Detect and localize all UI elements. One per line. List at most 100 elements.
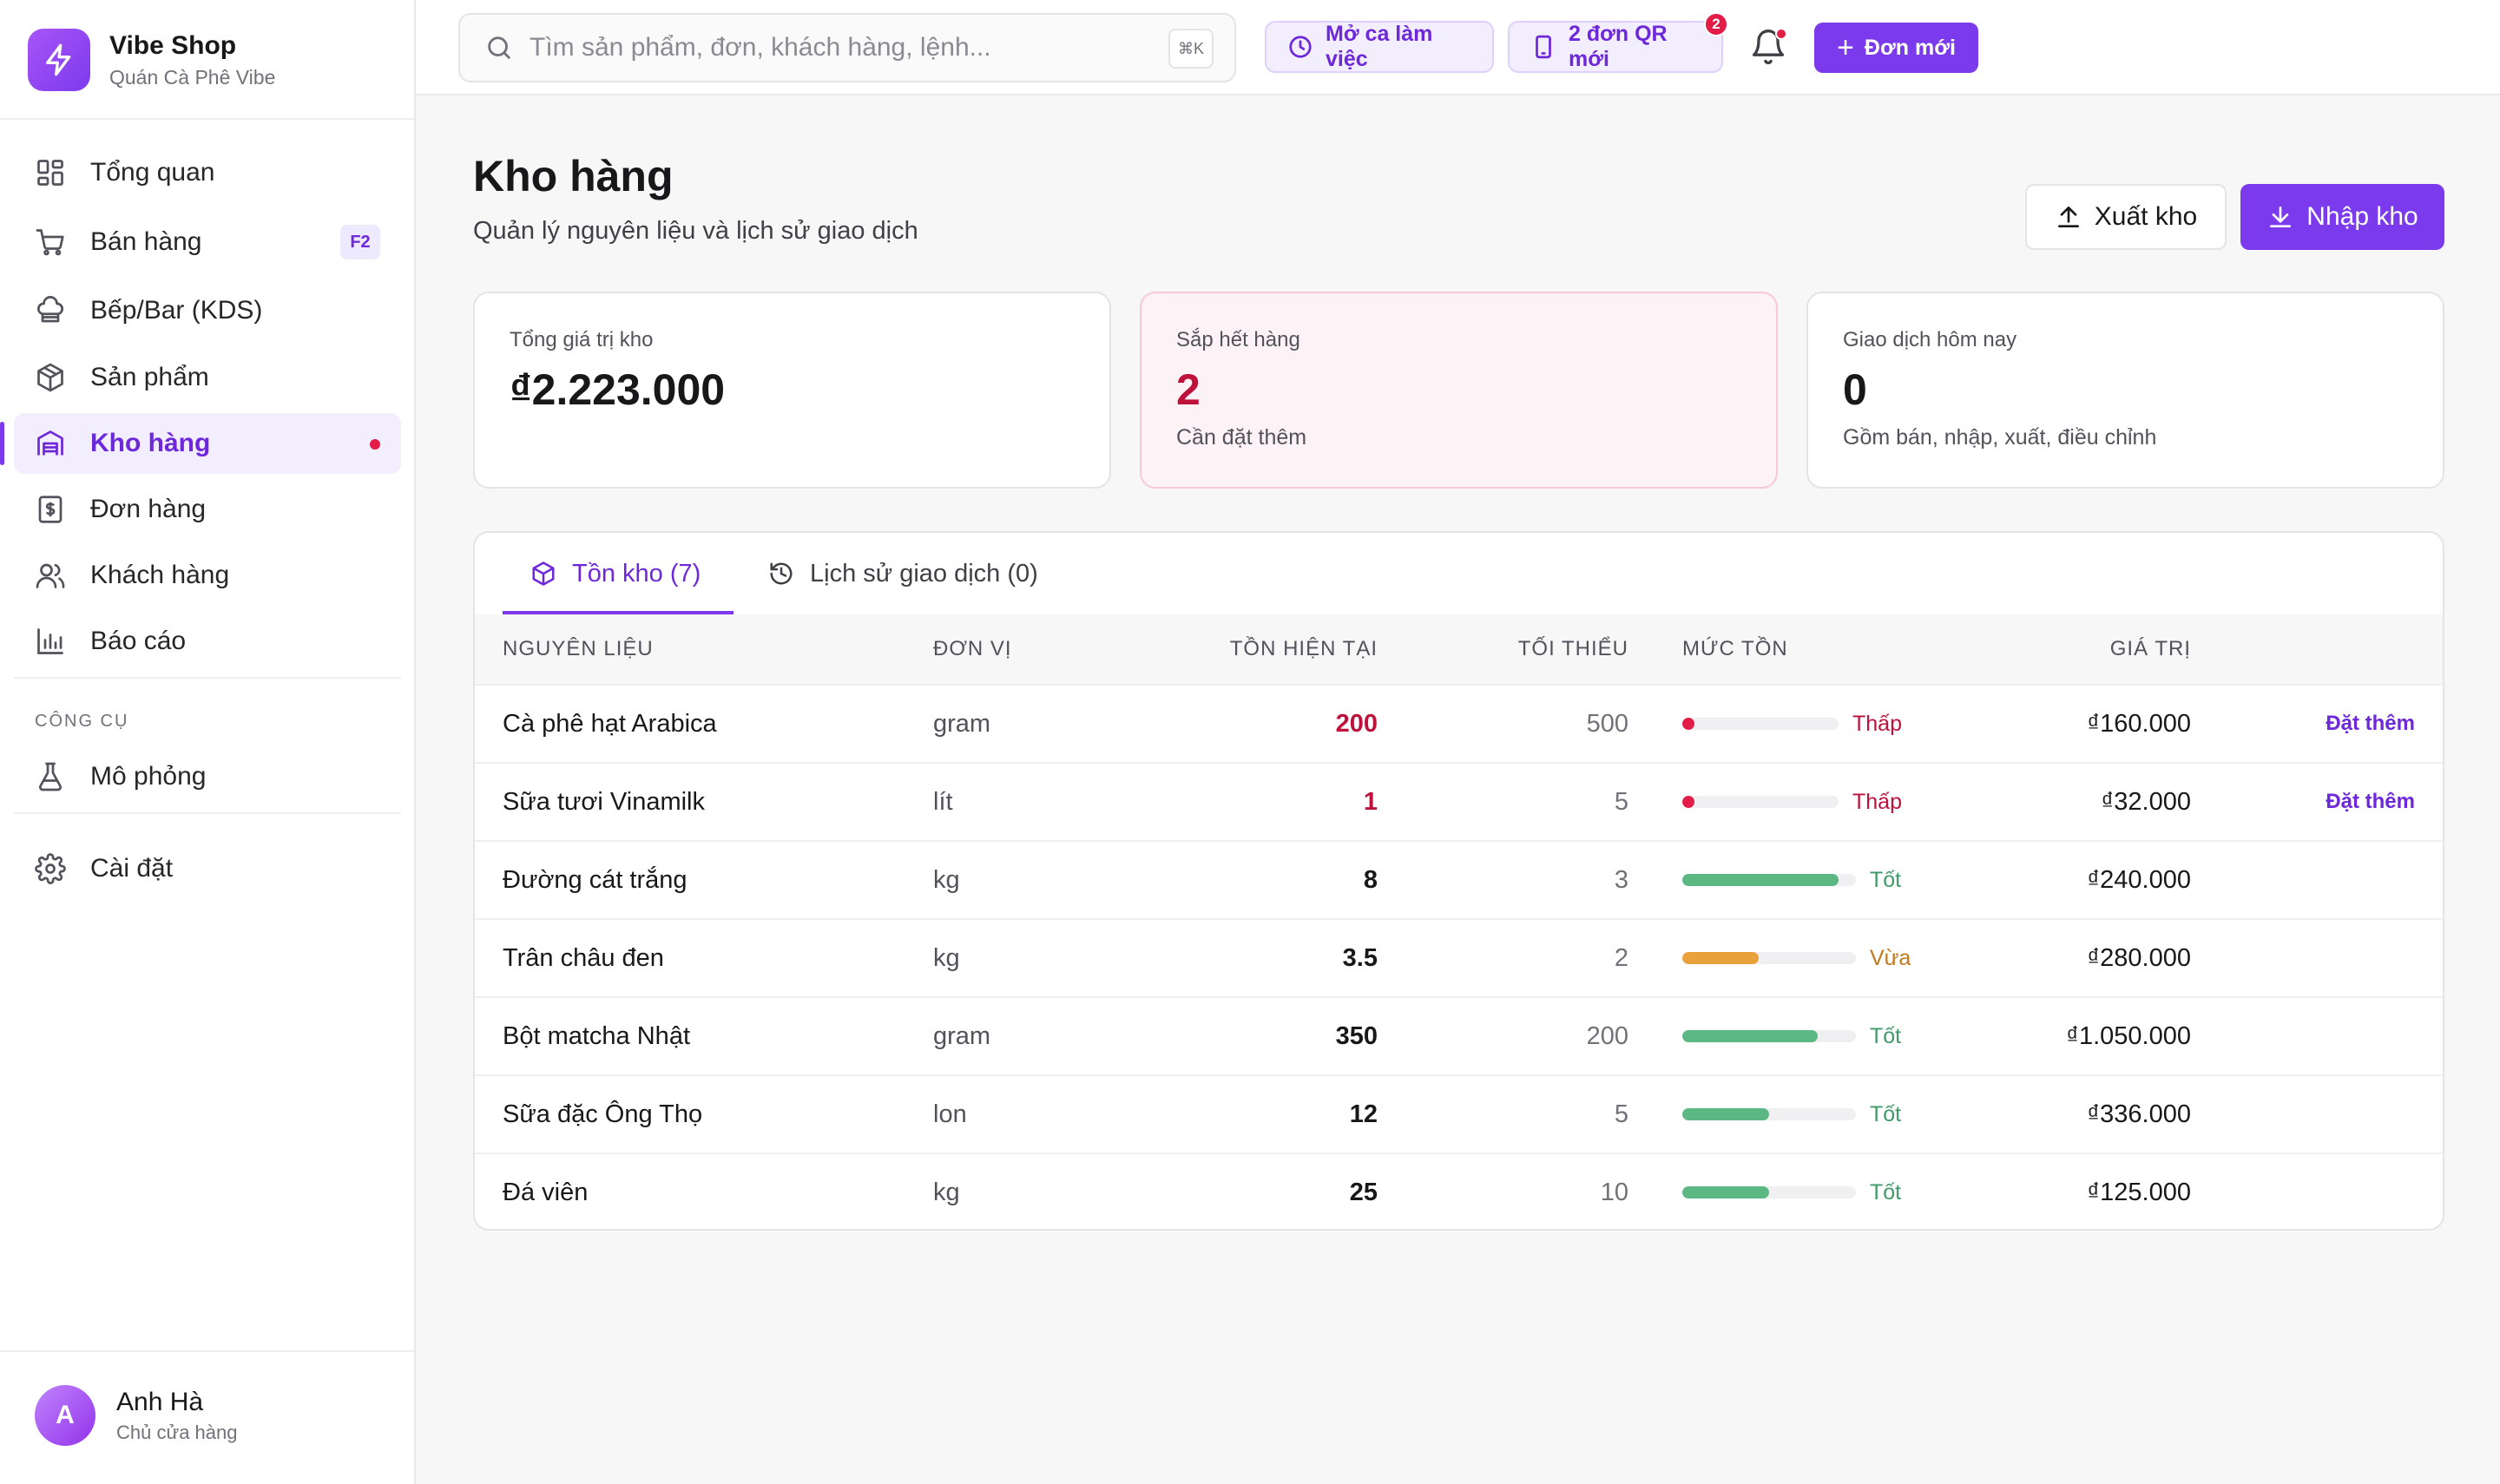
sidebar: Vibe Shop Quán Cà Phê Vibe Tổng quan Bán… (0, 0, 416, 1484)
stock-level-fill (1682, 1030, 1818, 1042)
sidebar-item-inventory[interactable]: Kho hàng (0, 413, 401, 474)
ingredient-name: Đá viên (503, 1179, 589, 1206)
stock-status: Tốt (1870, 1101, 1902, 1126)
sidebar-item-kitchen[interactable]: Bếp/Bar (KDS) (14, 280, 401, 341)
user-name: Anh Hà (116, 1388, 204, 1416)
sidebar-item-reports[interactable]: Báo cáo (14, 611, 401, 672)
stock-value: ₫32.000 (2101, 788, 2191, 816)
open-shift-button[interactable]: Mở ca làm việc (1265, 21, 1494, 73)
ingredient-name: Bột matcha Nhật (503, 1022, 690, 1050)
sidebar-item-settings[interactable]: Cài đặt (14, 838, 401, 899)
unit: kg (933, 944, 960, 972)
unit: lon (933, 1100, 967, 1128)
reorder-link[interactable]: Đặt thêm (2326, 712, 2415, 735)
clock-icon (1287, 34, 1313, 60)
stat-label: Tổng giá trị kho (510, 328, 654, 351)
current-stock: 1 (1363, 788, 1378, 816)
export-stock-button[interactable]: Xuất kho (2025, 184, 2227, 250)
user-profile[interactable]: A Anh Hà Chủ cửa hàng (35, 1385, 238, 1446)
sidebar-item-label: Mô phỏng (90, 762, 207, 791)
page-title: Kho hàng (473, 152, 674, 200)
column-header: TỒN HIỆN TẠI (1229, 637, 1378, 660)
minimum-stock: 200 (1586, 1022, 1628, 1050)
plus-icon: + (1837, 31, 1854, 64)
brand-subtitle: Quán Cà Phê Vibe (109, 66, 276, 89)
import-stock-button[interactable]: Nhập kho (2240, 184, 2444, 250)
stock-level: Vừa (1682, 920, 1911, 996)
search-input[interactable]: Tìm sản phẩm, đơn, khách hàng, lệnh... (530, 33, 991, 62)
table-row[interactable]: Trân châu đen kg 3.5 2 Vừa ₫280.000 (475, 918, 2443, 996)
brand[interactable]: Vibe Shop Quán Cà Phê Vibe (28, 28, 275, 92)
ingredient-name: Sữa đặc Ông Thọ (503, 1100, 703, 1128)
sidebar-item-simulation[interactable]: Mô phỏng (14, 746, 401, 807)
history-icon (768, 561, 794, 587)
notifications-button[interactable] (1749, 28, 1787, 66)
sidebar-item-customers[interactable]: Khách hàng (14, 545, 401, 606)
unit: gram (933, 710, 991, 738)
unit: kg (933, 866, 960, 894)
current-stock: 350 (1335, 1022, 1378, 1050)
smartphone-icon (1530, 34, 1556, 60)
topbar: Tìm sản phẩm, đơn, khách hàng, lệnh... ⌘… (416, 0, 2500, 95)
unit: lít (933, 788, 953, 816)
flask-icon (35, 761, 66, 792)
ingredient-name: Đường cát trắng (503, 866, 688, 894)
sidebar-item-sales[interactable]: Bán hàng F2 (14, 212, 401, 273)
sidebar-item-label: Khách hàng (90, 561, 230, 589)
stock-level: Tốt (1682, 1076, 1901, 1152)
stat-value: ₫2.223.000 (510, 365, 726, 414)
tab-label: Tồn kho (7) (572, 559, 701, 588)
shortcut-badge: F2 (340, 225, 380, 259)
tab-stock[interactable]: Tồn kho (7) (503, 533, 734, 614)
sidebar-item-label: Bán hàng (90, 227, 202, 256)
user-role: Chủ cửa hàng (116, 1422, 238, 1443)
stat-value: 0 (1843, 365, 1867, 414)
table-row[interactable]: Đường cát trắng kg 8 3 Tốt ₫240.000 (475, 840, 2443, 918)
new-order-button[interactable]: + Đơn mới (1814, 23, 1978, 73)
stat-label: Sắp hết hàng (1176, 328, 1300, 351)
table-row[interactable]: Bột matcha Nhật gram 350 200 Tốt ₫1.050.000 (475, 996, 2443, 1074)
column-header: TỐI THIỂU (1517, 637, 1628, 660)
minimum-stock: 5 (1614, 788, 1628, 816)
reorder-link[interactable]: Đặt thêm (2326, 790, 2415, 813)
tab-transaction-history[interactable]: Lịch sử giao dịch (0) (740, 533, 1066, 614)
search-box[interactable]: Tìm sản phẩm, đơn, khách hàng, lệnh... ⌘… (458, 13, 1236, 82)
minimum-stock: 5 (1614, 1100, 1628, 1128)
stock-value: ₫280.000 (2087, 944, 2191, 972)
minimum-stock: 10 (1600, 1179, 1628, 1206)
stock-level: Thấp (1682, 686, 1902, 762)
upload-icon (2055, 203, 2082, 231)
table-row[interactable]: Cà phê hạt Arabica gram 200 500 Thấp ₫160.000… (475, 684, 2443, 762)
sidebar-item-products[interactable]: Sản phẩm (14, 347, 401, 408)
stock-level-bar (1682, 796, 1839, 808)
stat-card-transactions-today: Giao dịch hôm nay 0 Gồm bán, nhập, xuất,… (1806, 292, 2444, 489)
active-indicator (0, 422, 4, 465)
sidebar-item-orders[interactable]: Đơn hàng (14, 479, 401, 540)
stock-level-bar (1682, 718, 1839, 730)
stat-card-total-value: Tổng giá trị kho ₫2.223.000 (473, 292, 1111, 489)
ingredient-name: Trân châu đen (503, 944, 664, 972)
sidebar-item-overview[interactable]: Tổng quan (14, 142, 401, 203)
qr-orders-label: 2 đơn QR mới (1569, 22, 1668, 71)
avatar: A (35, 1385, 95, 1446)
table-row[interactable]: Sữa đặc Ông Thọ lon 12 5 Tốt ₫336.000 (475, 1074, 2443, 1152)
divider (14, 812, 401, 814)
qr-orders-button[interactable]: 2 đơn QR mới 2 (1508, 12, 1728, 73)
table-row[interactable]: Sữa tươi Vinamilk lít 1 5 Thấp ₫32.000 Đặt thê… (475, 762, 2443, 840)
bell-icon (1749, 28, 1787, 66)
column-header: GIÁ TRỊ (2109, 637, 2191, 660)
ingredient-name: Cà phê hạt Arabica (503, 710, 717, 738)
divider (0, 118, 414, 120)
divider (0, 1350, 414, 1352)
stock-value: ₫160.000 (2087, 710, 2191, 738)
stock-status: Tốt (1870, 1023, 1902, 1048)
export-stock-label: Xuất kho (2094, 202, 2198, 231)
stock-status: Thấp (1852, 711, 1902, 736)
tab-label: Lịch sử giao dịch (0) (810, 559, 1038, 588)
stock-level-fill (1682, 952, 1759, 964)
stock-level-bar (1682, 1186, 1856, 1198)
stock-level: Tốt (1682, 842, 1901, 918)
users-icon (35, 560, 66, 591)
table-row[interactable]: Đá viên kg 25 10 Tốt ₫125.000 (475, 1152, 2443, 1229)
sidebar-item-label: Bếp/Bar (KDS) (90, 296, 263, 325)
